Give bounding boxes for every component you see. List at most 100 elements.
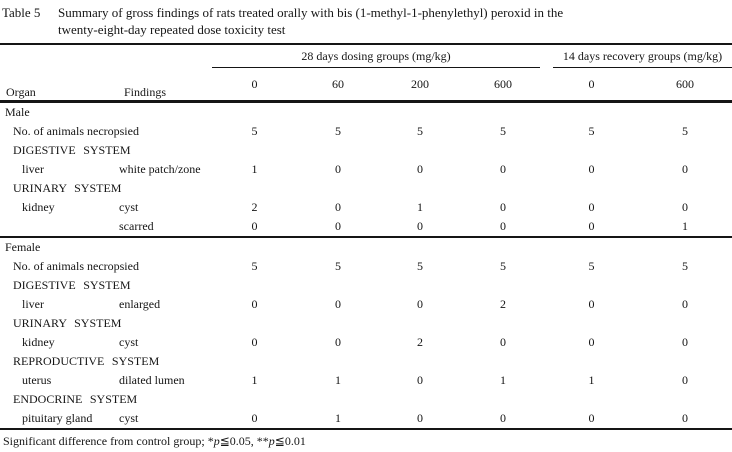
table-row: ENDOCRINE SYSTEM [0, 390, 732, 409]
value-cell [545, 141, 638, 160]
value-cell: 0 [588, 219, 595, 233]
recovery-dose-header-0: 0 [545, 68, 639, 103]
value-cell [379, 236, 461, 257]
value-cell [638, 141, 732, 160]
value-cell: 1 [682, 219, 689, 233]
value-cell: 0 [682, 162, 689, 176]
value-cell: 0 [251, 411, 258, 425]
value-cell: 0 [417, 162, 423, 176]
value-cell [545, 102, 638, 123]
organ-cell: kidney [22, 335, 55, 349]
value-cell: 5 [682, 124, 689, 138]
dose-header-0: 0 [212, 68, 297, 103]
table-title: Summary of gross findings of rats treate… [58, 4, 563, 38]
value-cell: 5 [417, 259, 423, 273]
findings-cell: scarred [119, 219, 154, 233]
value-cell [212, 352, 297, 371]
value-cell: 2 [251, 200, 258, 214]
group-header-row: Organ Findings 28 days dosing groups (mg… [0, 44, 732, 103]
value-cell: 5 [500, 124, 506, 138]
organ-cell: Female [0, 236, 118, 257]
value-cell [297, 141, 379, 160]
value-cell: 0 [251, 219, 258, 233]
value-cell: 0 [682, 200, 689, 214]
value-cell [297, 276, 379, 295]
value-cell [638, 236, 732, 257]
findings-cell: dilated lumen [119, 373, 185, 387]
value-cell: 5 [417, 124, 423, 138]
findings-cell [118, 236, 212, 257]
table-row: uterus dilated lumen 1 1 0 1 1 0 [0, 371, 732, 390]
value-cell: 2 [500, 297, 506, 311]
organ-cell: No. of animals necropsied [13, 124, 139, 138]
findings-table: Organ Findings 28 days dosing groups (mg… [0, 43, 732, 430]
organ-cell: URINARY SYSTEM [13, 316, 122, 330]
findings-column-header: Findings [118, 44, 212, 103]
value-cell [545, 390, 638, 409]
table-body: Male No. of animals necropsied 5 5 5 5 5 5 DIGES… [0, 102, 732, 430]
table-row: Male [0, 102, 732, 123]
value-cell [379, 102, 461, 123]
value-cell: 1 [335, 373, 341, 387]
table-row: No. of animals necropsied 5 5 5 5 5 5 [0, 257, 732, 276]
organ-cell: No. of animals necropsied [13, 259, 139, 273]
organ-cell: URINARY SYSTEM [13, 181, 122, 195]
value-cell [461, 141, 545, 160]
table-row: DIGESTIVE SYSTEM [0, 276, 732, 295]
value-cell: 1 [588, 373, 595, 387]
value-cell: 0 [335, 297, 341, 311]
footnote-text: Significant difference from control grou… [3, 434, 214, 448]
value-cell [461, 352, 545, 371]
table-row: REPRODUCTIVE SYSTEM [0, 352, 732, 371]
value-cell: 0 [682, 335, 689, 349]
value-cell: 5 [500, 259, 506, 273]
value-cell: 0 [500, 219, 506, 233]
organ-cell: DIGESTIVE SYSTEM [13, 143, 131, 157]
value-cell: 0 [588, 335, 595, 349]
value-cell [212, 390, 297, 409]
value-cell [461, 236, 546, 257]
value-cell [638, 314, 732, 333]
dose-header-row: 0 60 200 600 0 600 [0, 68, 732, 103]
value-cell: 1 [500, 373, 506, 387]
value-cell [212, 236, 297, 257]
value-cell: 5 [335, 124, 341, 138]
value-cell [297, 102, 379, 123]
findings-table-wrapper: Organ Findings 28 days dosing groups (mg… [0, 43, 732, 430]
value-cell [379, 390, 461, 409]
table-row: DIGESTIVE SYSTEM [0, 141, 732, 160]
footnote-p-symbol: p [213, 434, 220, 448]
value-cell: 0 [251, 335, 258, 349]
organ-cell: DIGESTIVE SYSTEM [13, 278, 131, 292]
value-cell [297, 179, 379, 198]
table-row: pituitary gland cyst 0 1 0 0 0 0 [0, 409, 732, 429]
value-cell [212, 276, 297, 295]
findings-cell [118, 314, 212, 333]
organ-cell: Male [5, 105, 30, 119]
value-cell: 0 [335, 162, 341, 176]
value-cell: 5 [251, 259, 258, 273]
findings-cell: cyst [119, 411, 139, 425]
value-cell [297, 236, 379, 257]
value-cell: 5 [588, 124, 595, 138]
value-cell: 0 [588, 162, 595, 176]
value-cell: 1 [251, 373, 258, 387]
dose-header-600: 600 [461, 68, 546, 103]
value-cell [545, 352, 638, 371]
footnote-text: ≦0.05, ** [219, 434, 269, 448]
table-row: liver enlarged 0 0 0 2 0 0 [0, 295, 732, 314]
value-cell [297, 352, 379, 371]
value-cell: 1 [251, 162, 258, 176]
organ-cell: uterus [22, 373, 52, 387]
dosing-group-header: 28 days dosing groups (mg/kg) [212, 44, 545, 68]
findings-cell [118, 276, 212, 295]
table-number: Table 5 [2, 5, 41, 20]
findings-cell [118, 102, 212, 123]
value-cell: 0 [588, 411, 595, 425]
table-title-line-2: twenty-eight-day repeated dose toxicity … [58, 22, 286, 37]
value-cell: 5 [335, 259, 341, 273]
footnote: Significant difference from control grou… [3, 434, 306, 449]
table-caption: Table 5 Summary of gross findings of rat… [2, 4, 563, 38]
findings-cell: cyst [119, 200, 139, 214]
